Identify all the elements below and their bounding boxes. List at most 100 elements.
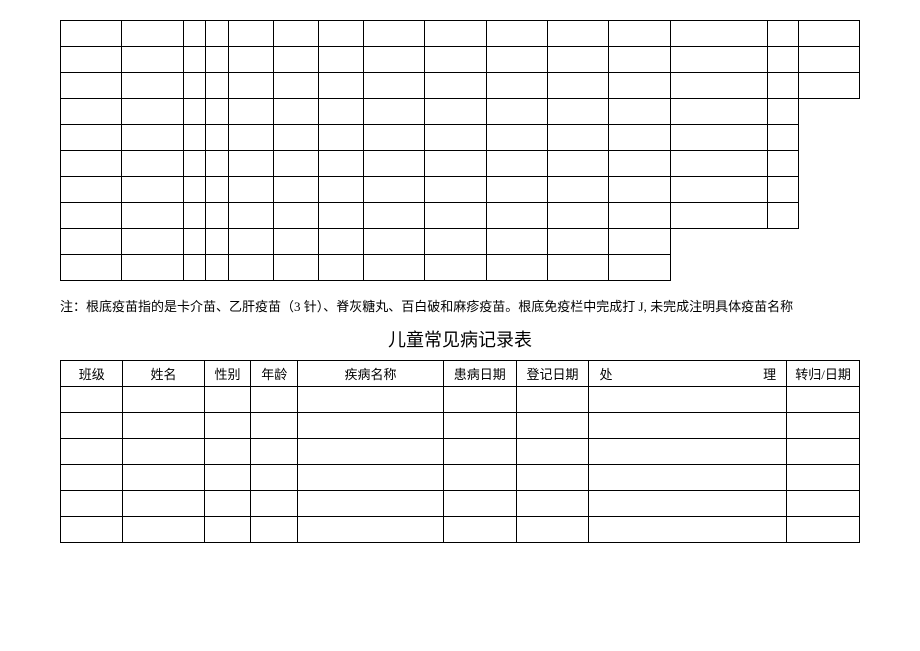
table-row <box>61 203 860 229</box>
table-cell <box>547 47 608 73</box>
table-cell <box>122 203 183 229</box>
table-cell <box>516 412 589 438</box>
table-cell <box>107 255 168 281</box>
table-cell <box>609 177 670 203</box>
table-cell <box>318 47 363 73</box>
table-cell <box>206 21 229 47</box>
table-cell <box>532 255 593 281</box>
table-cell <box>547 203 608 229</box>
table-cell <box>318 125 363 151</box>
table-cell <box>787 386 860 412</box>
table-cell <box>609 73 670 99</box>
table-cell <box>61 203 122 229</box>
table-cell <box>123 438 204 464</box>
footnote: 注：根底疫苗指的是卡介苗、乙肝疫苗（3 针）、脊灰糖丸、百白破和麻疹疫苗。根底免… <box>60 297 860 318</box>
table-cell <box>168 255 191 281</box>
table-cell <box>516 438 589 464</box>
table-cell <box>204 490 251 516</box>
table-cell <box>670 203 767 229</box>
table-cell <box>767 151 798 177</box>
table-cell <box>363 203 424 229</box>
table-cell <box>363 73 424 99</box>
table-cell <box>787 464 860 490</box>
table-cell <box>228 47 273 73</box>
table-cell <box>547 73 608 99</box>
table-row <box>61 229 860 255</box>
column-header: 年龄 <box>251 360 298 386</box>
table-row <box>61 21 860 47</box>
table-cell <box>273 151 318 177</box>
table-cell <box>425 47 486 73</box>
table-cell <box>767 203 798 229</box>
table-cell <box>183 47 206 73</box>
table-cell <box>798 73 860 99</box>
illness-table-title: 儿童常见病记录表 <box>60 326 860 352</box>
table-cell <box>61 490 123 516</box>
table-cell <box>486 203 547 229</box>
table-cell <box>594 255 655 281</box>
table-cell <box>122 229 183 255</box>
table-cell <box>273 203 318 229</box>
table-cell <box>589 412 787 438</box>
table-row <box>46 255 845 281</box>
table-cell <box>273 99 318 125</box>
table-cell <box>61 229 122 255</box>
column-header: 姓名 <box>123 360 204 386</box>
table-cell <box>122 125 183 151</box>
table-row <box>61 73 860 99</box>
table-cell <box>61 438 123 464</box>
table-cell <box>363 177 424 203</box>
table-cell <box>204 464 251 490</box>
table-cell <box>670 47 767 73</box>
table-cell <box>486 21 547 47</box>
table-cell <box>61 464 123 490</box>
table-cell <box>443 386 516 412</box>
table-cell <box>486 151 547 177</box>
table-cell <box>609 125 670 151</box>
table-cell <box>204 516 251 542</box>
table-cell <box>123 386 204 412</box>
table-cell <box>183 229 206 255</box>
table-cell <box>228 177 273 203</box>
table-cell <box>547 21 608 47</box>
table-cell <box>425 151 486 177</box>
footnote-prefix: 注： <box>60 299 86 314</box>
table-cell <box>425 21 486 47</box>
table-cell <box>183 73 206 99</box>
table-cell <box>363 99 424 125</box>
table-cell <box>767 73 798 99</box>
table-cell <box>486 125 547 151</box>
table-cell <box>122 151 183 177</box>
table-cell <box>767 99 798 125</box>
table-cell <box>298 412 444 438</box>
table-cell <box>228 151 273 177</box>
table-cell <box>425 73 486 99</box>
table-cell <box>486 47 547 73</box>
table-cell <box>61 412 123 438</box>
table-cell <box>273 177 318 203</box>
table-cell <box>318 229 363 255</box>
table-cell <box>547 99 608 125</box>
table-cell <box>589 464 787 490</box>
table-cell <box>443 438 516 464</box>
table-cell <box>670 177 767 203</box>
table-cell <box>123 490 204 516</box>
table-row <box>61 386 860 412</box>
table-cell <box>787 412 860 438</box>
column-header: 处理 <box>589 360 787 386</box>
table-cell <box>547 151 608 177</box>
footnote-text: 根底疫苗指的是卡介苗、乙肝疫苗（3 针）、脊灰糖丸、百白破和麻疹疫苗。根底免疫栏… <box>86 299 793 314</box>
table-cell <box>318 177 363 203</box>
table-cell <box>670 99 767 125</box>
table-cell <box>61 151 122 177</box>
table-cell <box>443 464 516 490</box>
table-cell <box>183 151 206 177</box>
table-cell <box>767 125 798 151</box>
table-cell <box>123 412 204 438</box>
column-header: 患病日期 <box>443 360 516 386</box>
table-cell <box>228 73 273 99</box>
table-cell <box>251 464 298 490</box>
table-cell <box>61 21 122 47</box>
table-cell <box>123 516 204 542</box>
table-cell <box>61 516 123 542</box>
